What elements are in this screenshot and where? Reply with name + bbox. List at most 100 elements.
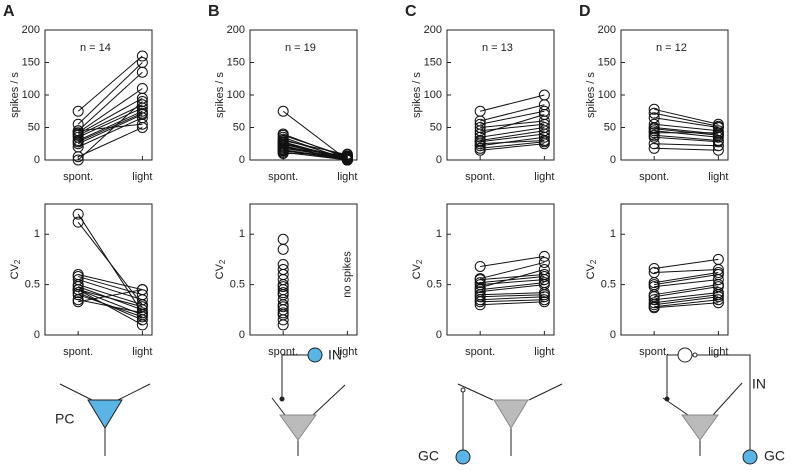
annotation: n = 12 [656, 42, 687, 54]
pair-line [77, 114, 143, 145]
data-point [72, 125, 84, 137]
pair-line [78, 279, 143, 301]
pair-line [77, 71, 143, 132]
data-point [72, 151, 84, 163]
y-tick-label: 150 [598, 56, 616, 68]
x-tick-label: spont. [268, 171, 298, 183]
data-point [72, 289, 84, 301]
data-point [538, 138, 550, 150]
pair-line [480, 294, 545, 298]
pair-line [480, 94, 545, 112]
pair-line [283, 134, 348, 158]
y-tick-label: 200 [22, 24, 40, 36]
data-point [648, 107, 660, 119]
y-tick-label: 0 [610, 154, 616, 166]
pair-line [77, 88, 143, 134]
data-point [72, 208, 84, 220]
pair-line [77, 110, 143, 141]
pair-line [480, 136, 545, 147]
data-point [538, 250, 550, 262]
pair-line [77, 117, 143, 148]
pair-line [654, 108, 719, 125]
pair-line [480, 143, 545, 151]
y-tick-label: 150 [424, 56, 442, 68]
data-point [136, 284, 148, 296]
data-point [474, 260, 486, 272]
y-axis-label-sub: 2 [218, 259, 227, 264]
y-tick-label: 0 [436, 154, 442, 166]
pair-line [654, 123, 719, 132]
data-point [648, 302, 660, 314]
pair-line [654, 302, 719, 309]
data-point [136, 50, 148, 62]
data-point [538, 271, 550, 283]
y-tick-label: 0 [436, 329, 442, 341]
pair-line [654, 294, 719, 304]
data-point [538, 291, 550, 303]
data-point [538, 264, 550, 275]
x-tick-label: light [708, 171, 728, 183]
pair-line [654, 279, 719, 288]
data-point [648, 131, 660, 143]
data-point [72, 105, 84, 117]
y-axis-label-text: spikes / s [411, 72, 423, 118]
y-tick-label: 200 [424, 24, 442, 36]
data-point [712, 144, 724, 156]
data-point [136, 319, 148, 331]
y-axis-label-text: CV [9, 263, 21, 279]
pair-line [77, 62, 143, 125]
x-tick-label: light [337, 346, 357, 358]
pair-line [283, 150, 348, 160]
pair-line [654, 292, 719, 301]
data-point [341, 154, 353, 166]
pair-line [654, 130, 719, 138]
annotation: n = 14 [80, 42, 111, 54]
data-point [538, 131, 550, 143]
y-tick-label: 1 [239, 228, 245, 240]
y-axis-label-text: CV [585, 263, 597, 279]
pair-line [654, 299, 719, 308]
pair-line [654, 112, 719, 127]
pair-line [654, 143, 719, 147]
data-point [538, 109, 550, 120]
data-point [136, 314, 148, 326]
x-tick-label: light [534, 346, 554, 358]
pair-line [78, 123, 143, 132]
pair-line [480, 261, 545, 280]
y-axis-label-text: CV [214, 263, 226, 279]
axes-box [620, 203, 729, 336]
y-axis-label: CV2 [214, 259, 227, 279]
data-point [712, 291, 724, 303]
pair-line [654, 136, 719, 143]
data-point [136, 311, 148, 323]
pair-line [480, 114, 545, 135]
pair-line [77, 55, 143, 112]
pair-line [654, 284, 719, 296]
pair-line [480, 292, 545, 296]
data-point [72, 138, 84, 150]
pair-line [78, 299, 143, 314]
y-tick-label: 0 [34, 329, 40, 341]
data-point [136, 118, 148, 130]
pair-line [77, 221, 143, 306]
data-point [72, 296, 84, 308]
y-axis-label: spikes / s [214, 72, 226, 118]
x-tick-label: spont. [268, 346, 298, 358]
data-point [136, 96, 148, 107]
y-tick-label: 1 [436, 228, 442, 240]
data-point [277, 105, 289, 117]
data-point [277, 233, 289, 245]
data-point [712, 136, 724, 148]
pair-line [654, 128, 719, 136]
data-point [712, 140, 724, 152]
data-point [136, 122, 148, 133]
pair-line [480, 284, 545, 293]
y-tick-label: 50 [430, 121, 442, 133]
data-point [712, 131, 724, 143]
data-point [648, 127, 660, 139]
y-axis-label: spikes / s [411, 72, 423, 118]
panel-letter: C [405, 3, 417, 20]
pair-line [77, 101, 143, 161]
pair-line [654, 147, 719, 151]
